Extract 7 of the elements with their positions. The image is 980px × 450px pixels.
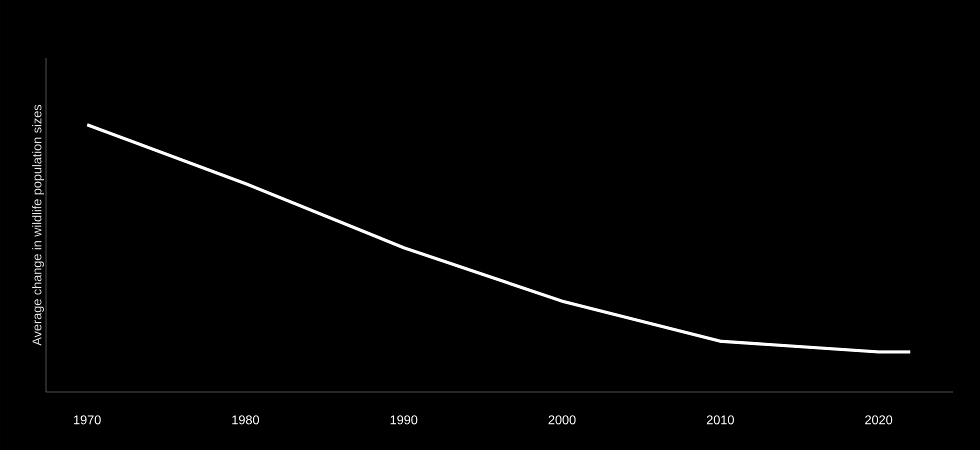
x-tick-label: 2000 — [548, 415, 576, 424]
x-tick-label: 1970 — [74, 415, 101, 424]
x-tick-label: 2010 — [706, 415, 734, 424]
x-tick-label: 1990 — [390, 415, 418, 424]
x-tick-label: 2020 — [865, 415, 892, 424]
y-axis-title: Average change in wildlife population sizes — [32, 104, 44, 346]
x-tick-label: 1980 — [232, 415, 260, 424]
